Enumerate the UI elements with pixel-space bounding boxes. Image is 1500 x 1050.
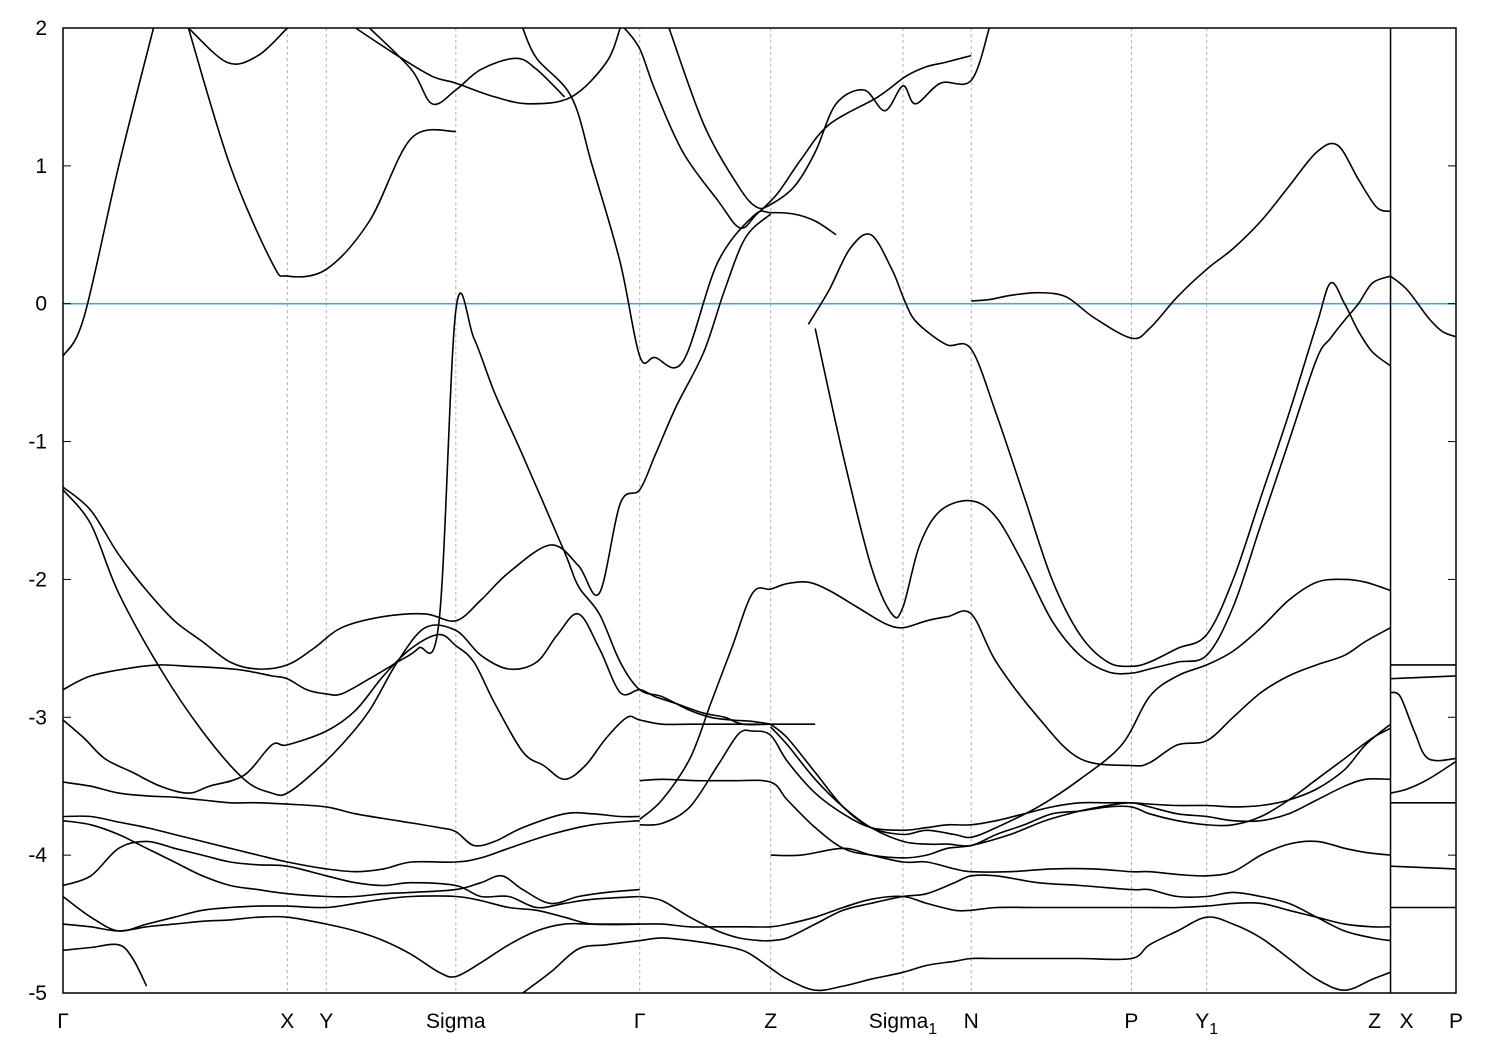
- band-line: [63, 292, 771, 725]
- band-line: [63, 781, 640, 847]
- band-line: [814, 275, 1391, 675]
- k-point-label: P: [1449, 1010, 1463, 1033]
- band-line: [63, 895, 640, 932]
- band-line: [639, 874, 1391, 942]
- y-tick-label: 1: [35, 155, 47, 178]
- k-point-label: P: [1124, 1010, 1138, 1033]
- band-line: [63, 915, 640, 978]
- band-line: [807, 233, 1391, 668]
- band-line: [1389, 275, 1456, 338]
- y-axis: 2 1 0 -1 -2 -3 -4 -5: [28, 17, 1456, 1005]
- y-tick-label: -3: [28, 706, 47, 729]
- band-line: [368, 28, 566, 106]
- band-lines: [63, 28, 1456, 993]
- band-line: [63, 815, 640, 873]
- plot-frame: [62, 27, 1457, 994]
- band-line: [1390, 691, 1456, 762]
- k-point-subscript: 1: [1209, 1021, 1218, 1038]
- band-line: [1390, 675, 1456, 680]
- band-line: [639, 580, 1391, 820]
- band-line: [187, 28, 456, 278]
- band-line: [639, 895, 1391, 928]
- band-line: [770, 578, 1391, 839]
- band-line: [63, 28, 155, 357]
- band-line: [63, 840, 640, 909]
- y-tick-label: -4: [28, 844, 47, 867]
- band-line: [770, 726, 1391, 847]
- band-line: [355, 28, 621, 105]
- band-line: [639, 723, 1392, 832]
- k-point-label: X: [280, 1010, 294, 1033]
- k-point-subscript: 1: [928, 1021, 937, 1038]
- band-line: [187, 28, 288, 65]
- band-line: [521, 28, 837, 369]
- k-point-label: Z: [1368, 1010, 1381, 1033]
- band-line: [770, 840, 1391, 877]
- y-tick-label: 0: [35, 293, 47, 316]
- k-point-label: Sigma1: [869, 1010, 938, 1038]
- k-point-label: Y1: [1195, 1010, 1218, 1038]
- band-line: [971, 142, 1391, 340]
- k-point-label: X: [1400, 1010, 1414, 1033]
- k-point-label: Y: [319, 1010, 333, 1033]
- band-line: [639, 778, 1391, 859]
- band-line: [1390, 865, 1456, 870]
- y-tick-label: -2: [28, 568, 47, 591]
- band-line: [522, 916, 1391, 993]
- k-point-label: Γ: [634, 1010, 646, 1033]
- band-line: [63, 213, 772, 670]
- y-tick-label: 2: [35, 17, 47, 40]
- y-tick-label: -5: [28, 982, 47, 1005]
- band-line: [63, 943, 148, 987]
- band-line: [63, 819, 640, 905]
- high-symmetry-gridlines: [286, 28, 1208, 993]
- band-line: [623, 28, 972, 229]
- k-point-label: Z: [764, 1010, 777, 1033]
- band-line: [63, 633, 760, 794]
- band-line: [63, 489, 816, 797]
- k-point-label: N: [964, 1010, 979, 1033]
- plot-border: [62, 27, 1457, 994]
- k-point-label: Sigma: [426, 1010, 486, 1033]
- x-axis: Γ X Y Sigma Γ Z Sigma1 N P Y1 Z X P: [57, 1010, 1463, 1038]
- y-tick-label: -1: [28, 431, 47, 454]
- band-line: [1390, 760, 1456, 794]
- k-point-label: Γ: [57, 1010, 69, 1033]
- band-line: [668, 28, 991, 210]
